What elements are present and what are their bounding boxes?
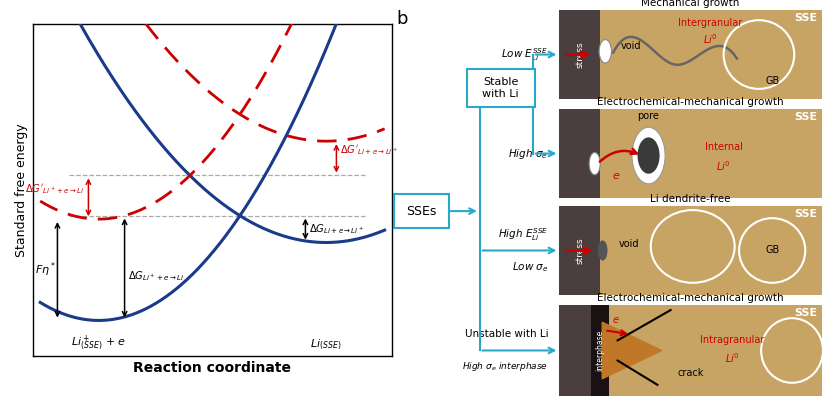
Text: interphase: interphase: [596, 330, 605, 371]
Text: Electrochemical-mechanical growth: Electrochemical-mechanical growth: [597, 97, 784, 107]
Text: b: b: [396, 10, 407, 28]
Text: Intragranular: Intragranular: [701, 335, 765, 345]
Text: Li dendrite-free: Li dendrite-free: [651, 194, 731, 204]
FancyBboxPatch shape: [394, 194, 449, 228]
Text: $Li^0$: $Li^0$: [703, 32, 718, 46]
Text: $Li^+_{(SSE)}$ + e: $Li^+_{(SSE)}$ + e: [71, 333, 127, 351]
Text: void: void: [621, 42, 641, 51]
Text: $High\ E^{SSE}_{Li}$: $High\ E^{SSE}_{Li}$: [498, 226, 548, 243]
Ellipse shape: [637, 137, 660, 174]
Text: Unstable with Li: Unstable with Li: [465, 329, 548, 339]
Text: $Li_{(SSE)}$: $Li_{(SSE)}$: [311, 337, 342, 351]
X-axis label: Reaction coordinate: Reaction coordinate: [133, 361, 292, 375]
Text: SSE: SSE: [795, 13, 817, 23]
Text: SSE: SSE: [795, 112, 817, 122]
Text: void: void: [619, 240, 639, 249]
Polygon shape: [602, 322, 661, 379]
FancyBboxPatch shape: [466, 69, 535, 107]
Text: Stable
with Li: Stable with Li: [482, 77, 519, 99]
Y-axis label: Standard free energy: Standard free energy: [15, 123, 27, 257]
Bar: [600, 10, 822, 99]
Text: a: a: [0, 18, 2, 36]
Text: SSE: SSE: [795, 308, 817, 318]
Text: $\Delta G'_{Li^++e\rightarrow Li}$: $\Delta G'_{Li^++e\rightarrow Li}$: [25, 183, 85, 196]
Bar: [559, 10, 600, 99]
Text: GB: GB: [765, 246, 780, 255]
Text: Internal: Internal: [705, 143, 742, 152]
Bar: [600, 305, 822, 396]
Bar: [559, 109, 600, 198]
Ellipse shape: [598, 240, 607, 261]
Text: $Li^0$: $Li^0$: [716, 159, 731, 173]
Text: e: e: [612, 315, 618, 325]
Ellipse shape: [589, 152, 601, 175]
Text: $High\ \sigma_e$: $High\ \sigma_e$: [508, 147, 548, 160]
Text: $High\ \sigma_e\ interphase$: $High\ \sigma_e\ interphase$: [462, 360, 548, 373]
Text: crack: crack: [677, 368, 704, 378]
Text: stress: stress: [575, 237, 584, 264]
Text: stress: stress: [575, 41, 584, 68]
Text: $Li^0$: $Li^0$: [725, 351, 740, 366]
Text: SSEs: SSEs: [407, 204, 436, 218]
Text: $\Delta G_{Li^++e\rightarrow Li}$: $\Delta G_{Li^++e\rightarrow Li}$: [128, 269, 185, 283]
Ellipse shape: [599, 40, 611, 63]
Text: Electrochemical-mechanical growth: Electrochemical-mechanical growth: [597, 292, 784, 303]
Bar: [559, 206, 600, 295]
Text: Mechanical growth: Mechanical growth: [641, 0, 740, 8]
Text: pore: pore: [637, 111, 660, 121]
Text: Intergranular: Intergranular: [678, 18, 742, 28]
Bar: [559, 305, 600, 396]
Bar: [600, 206, 822, 295]
Bar: [591, 305, 609, 396]
Text: $Low\ E^{SSE}_{Li}$: $Low\ E^{SSE}_{Li}$: [501, 46, 548, 63]
Text: GB: GB: [765, 76, 780, 86]
Ellipse shape: [632, 127, 665, 184]
Bar: [600, 109, 822, 198]
Text: SSE: SSE: [795, 209, 817, 219]
Text: $F\eta^*$: $F\eta^*$: [35, 261, 56, 279]
Text: $\Delta G'_{Li+e\rightarrow Li^+}$: $\Delta G'_{Li+e\rightarrow Li^+}$: [340, 143, 398, 158]
Text: $\Delta G_{Li+e\rightarrow Li^+}$: $\Delta G_{Li+e\rightarrow Li^+}$: [309, 222, 364, 236]
Text: $Low\ \sigma_e$: $Low\ \sigma_e$: [511, 260, 548, 274]
Text: e: e: [612, 171, 619, 181]
